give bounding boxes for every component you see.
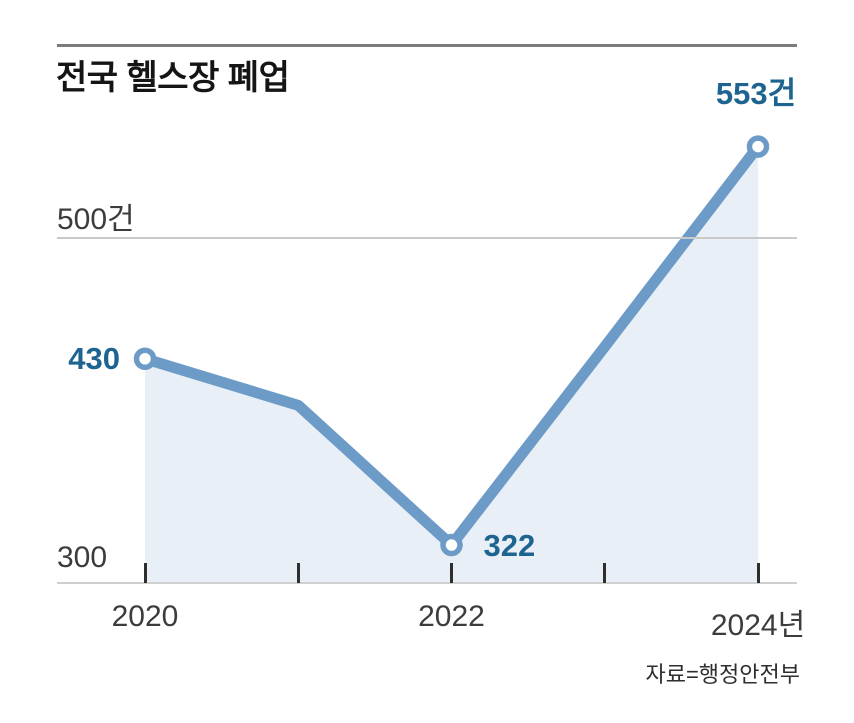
data-point-marker [440,533,463,557]
x-axis-tick [756,563,760,583]
baseline-label-300: 300 [57,541,108,574]
x-axis-label: 2024년 [710,609,806,642]
x-axis-tick [143,563,147,583]
area-fill [145,146,758,583]
gridline-500 [57,237,797,239]
data-point-marker [746,135,770,158]
top-rule [57,44,797,47]
source-credit: 자료=행정안전부 [645,662,800,687]
gridline-label-500: 500건 [57,203,135,236]
x-axis-tick [603,563,607,583]
x-axis-tick [296,563,300,583]
x-axis-label: 2020 [111,600,179,633]
chart-title: 전국 헬스장 폐업 [56,59,290,97]
x-axis-label: 2022 [418,600,485,633]
data-point-marker [133,347,157,370]
x-axis-line [57,582,797,584]
x-axis-tick [450,563,453,583]
data-point-label: 430 [68,340,120,376]
data-point-markers [133,135,770,557]
data-point-label: 553건 [715,75,797,111]
data-point-label: 322 [483,528,536,564]
